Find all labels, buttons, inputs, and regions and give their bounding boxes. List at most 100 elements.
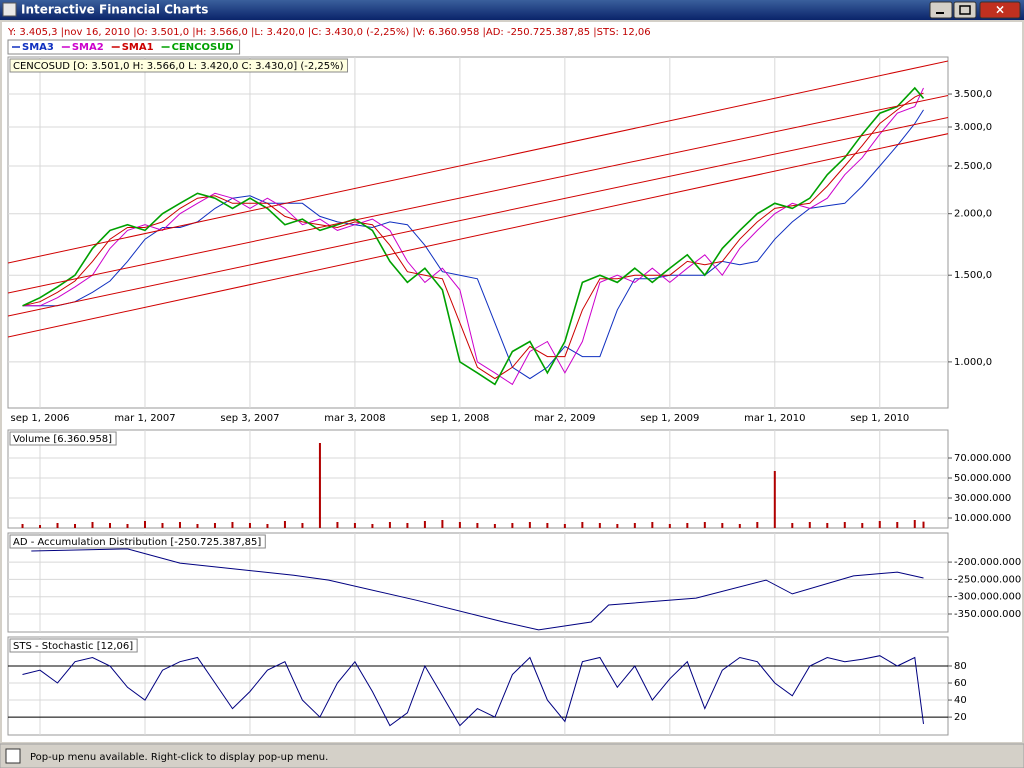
volume-bar — [563, 524, 566, 528]
volume-bar — [353, 523, 356, 528]
volume-bar — [826, 523, 829, 528]
volume-bar — [922, 521, 925, 528]
x-tick-label: mar 1, 2010 — [744, 413, 805, 424]
status-icon — [5, 748, 21, 764]
status-text: Pop-up menu available. Right-click to di… — [30, 752, 328, 763]
y-tick-label: 20 — [954, 712, 967, 723]
x-tick-label: sep 1, 2008 — [430, 413, 489, 424]
volume-bar — [458, 522, 461, 528]
legend-label: SMA2 — [72, 42, 104, 53]
indicator-line — [31, 548, 924, 631]
volume-bar — [686, 523, 689, 528]
y-tick-label: 3.000,0 — [954, 122, 992, 133]
panel-labels: sep 1, 2006 mar 1, 2007 sep 3, 2007 mar 3, … — [9, 58, 1021, 723]
y-tick-label: 80 — [954, 661, 967, 672]
volume-bar — [301, 523, 304, 528]
x-tick-label: sep 3, 2007 — [220, 413, 279, 424]
volume-bar — [126, 524, 129, 528]
volume-bar — [266, 524, 269, 528]
volume-bar — [231, 522, 234, 528]
y-tick-label: 40 — [954, 695, 967, 706]
legend-label: SMA1 — [122, 42, 154, 53]
volume-bar — [74, 524, 77, 528]
volume-bar — [213, 523, 216, 528]
volume-bar — [721, 523, 724, 528]
volume-bar — [878, 521, 881, 528]
y-tick-label: -300.000.000 — [954, 592, 1021, 603]
x-tick-label: mar 1, 2007 — [114, 413, 175, 424]
panel-label: Volume [6.360.958] — [13, 434, 112, 445]
volume-bar — [896, 522, 899, 528]
volume-bar — [91, 522, 94, 528]
y-tick-label: 10.000.000 — [954, 513, 1011, 524]
volume-bar — [371, 524, 374, 528]
trend-line — [8, 117, 948, 317]
close-icon: × — [995, 3, 1005, 17]
volume-bar — [161, 523, 164, 528]
series-line — [22, 86, 925, 386]
volume-bar — [388, 522, 391, 528]
volume-bar — [248, 523, 251, 528]
sts-panel — [7, 636, 949, 736]
legend: SMA3 SMA2 SMA1 CENCOSUD — [7, 39, 241, 55]
volume-bar — [703, 522, 706, 528]
volume-bar — [493, 524, 496, 528]
close-button[interactable] — [979, 1, 1021, 19]
x-tick-label: sep 1, 2010 — [850, 413, 909, 424]
volume-bar — [616, 524, 619, 528]
panel-label-bg — [9, 431, 117, 446]
volume-bar — [441, 520, 444, 528]
volume-bar — [511, 523, 514, 528]
series-line — [22, 92, 924, 380]
window-buttons: × — [929, 1, 1021, 19]
volume-bar — [423, 521, 426, 528]
volume-bar — [738, 524, 741, 528]
volume-bar — [773, 471, 776, 528]
y-tick-label: -250.000.000 — [954, 574, 1021, 585]
volume-bar — [843, 522, 846, 528]
x-tick-label: mar 3, 2008 — [324, 413, 385, 424]
series-line — [22, 87, 924, 386]
minimize-button[interactable] — [929, 1, 953, 19]
volume-bar — [913, 520, 916, 528]
price-panel — [7, 56, 949, 409]
volume-bar — [476, 523, 479, 528]
panel-label: AD - Accumulation Distribution [-250.725… — [13, 537, 261, 548]
volume-bar — [108, 523, 111, 528]
panel-label-bg — [9, 58, 349, 73]
y-tick-label: -350.000.000 — [954, 609, 1021, 620]
legend-label: SMA3 — [22, 42, 54, 53]
volume-bar — [21, 524, 24, 528]
volume-bar — [598, 523, 601, 528]
indicator-line — [22, 655, 924, 727]
trend-line — [8, 94, 948, 294]
app-icon — [2, 2, 17, 17]
maximize-button[interactable] — [953, 1, 977, 19]
volume-bar — [791, 523, 794, 528]
y-tick-label: -200.000.000 — [954, 557, 1021, 568]
trend-line — [8, 133, 948, 338]
maximize-icon — [959, 5, 971, 15]
panel-label-bg — [9, 638, 138, 653]
panel-label-bg — [9, 534, 266, 549]
y-tick-label: 3.500,0 — [954, 89, 992, 100]
volume-bar — [39, 525, 42, 528]
volume-bar — [528, 522, 531, 528]
y-tick-label: 30.000.000 — [954, 493, 1011, 504]
volume-bar — [143, 521, 146, 528]
x-tick-label: sep 1, 2006 — [10, 413, 69, 424]
volume-bar — [581, 522, 584, 528]
volume-bar — [756, 522, 759, 528]
y-tick-label: 2.500,0 — [954, 161, 992, 172]
volume-bar — [336, 522, 339, 528]
volume-bar — [196, 524, 199, 528]
title-bar — [0, 0, 1024, 20]
panel-label: STS - Stochastic [12,06] — [13, 641, 133, 652]
volume-bar — [56, 523, 59, 528]
volume-bar — [546, 523, 549, 528]
x-tick-label: sep 1, 2009 — [640, 413, 699, 424]
trend-line — [8, 60, 948, 264]
y-tick-label: 70.000.000 — [954, 453, 1011, 464]
